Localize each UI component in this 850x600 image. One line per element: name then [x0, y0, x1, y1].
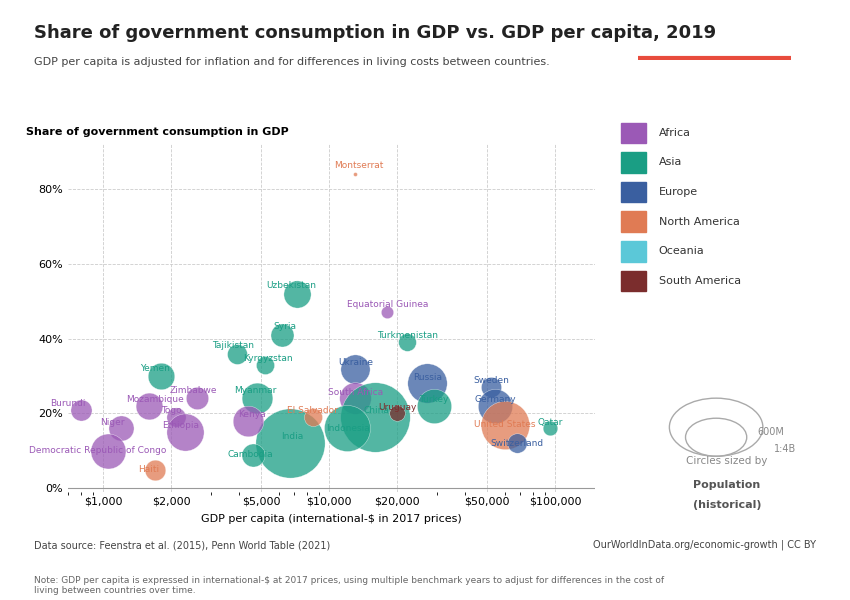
Text: Share of government consumption in GDP vs. GDP per capita, 2019: Share of government consumption in GDP v…: [34, 24, 716, 42]
Text: Africa: Africa: [659, 128, 691, 138]
Text: GDP per capita is adjusted for inflation and for differences in living costs bet: GDP per capita is adjusted for inflation…: [34, 57, 550, 67]
Bar: [620, 211, 646, 232]
Text: Equatorial Guinea: Equatorial Guinea: [348, 299, 429, 308]
Point: [348, 169, 361, 179]
Point: [190, 394, 204, 403]
Point: [306, 412, 320, 422]
Text: Our World: Our World: [684, 24, 744, 34]
Point: [114, 424, 128, 433]
Text: Ukraine: Ukraine: [338, 358, 373, 367]
Bar: [620, 182, 646, 202]
Text: 600M: 600M: [757, 427, 785, 437]
Text: (historical): (historical): [693, 500, 761, 510]
Text: Turkey: Turkey: [418, 395, 448, 404]
Text: Sweden: Sweden: [473, 376, 509, 385]
Bar: [620, 152, 646, 173]
Text: Tajikistan: Tajikistan: [212, 341, 254, 350]
Point: [290, 289, 303, 298]
Point: [230, 349, 243, 358]
Text: Niger: Niger: [100, 418, 125, 427]
Point: [283, 439, 297, 448]
Text: Kenya: Kenya: [238, 410, 265, 419]
Text: Oceania: Oceania: [659, 247, 705, 256]
Text: Germany: Germany: [474, 395, 516, 404]
X-axis label: GDP per capita (international-$ in 2017 prices): GDP per capita (international-$ in 2017 …: [201, 514, 462, 524]
Point: [340, 424, 354, 433]
Text: OurWorldInData.org/economic-growth | CC BY: OurWorldInData.org/economic-growth | CC …: [593, 540, 816, 551]
Text: United States: United States: [474, 420, 536, 429]
Text: India: India: [280, 433, 303, 442]
Text: Yemen: Yemen: [140, 364, 170, 373]
Point: [511, 439, 524, 448]
Text: South Africa: South Africa: [328, 388, 383, 397]
Bar: [620, 122, 646, 143]
Text: Cambodia: Cambodia: [228, 450, 274, 459]
Point: [178, 427, 191, 437]
Text: Data source: Feenstra et al. (2015), Penn World Table (2021): Data source: Feenstra et al. (2015), Pen…: [34, 540, 331, 550]
Text: Europe: Europe: [659, 187, 698, 197]
Text: Togo: Togo: [161, 406, 181, 415]
Point: [154, 371, 167, 381]
Point: [368, 412, 382, 422]
Point: [420, 379, 434, 388]
Text: Qatar: Qatar: [537, 418, 563, 427]
Text: China: China: [363, 406, 389, 415]
Text: in Data: in Data: [693, 43, 735, 53]
Text: Myanmar: Myanmar: [234, 386, 276, 395]
Text: Uruguay: Uruguay: [379, 403, 417, 412]
Text: Note: GDP per capita is expressed in international-$ at 2017 prices, using multi: Note: GDP per capita is expressed in int…: [34, 576, 664, 595]
Text: Burundi: Burundi: [50, 399, 86, 408]
Text: Zimbabwe: Zimbabwe: [169, 386, 217, 395]
Text: Population: Population: [693, 480, 761, 490]
Text: Uzbekistan: Uzbekistan: [266, 281, 316, 290]
Point: [380, 308, 394, 317]
Bar: [620, 271, 646, 291]
Text: Kyrgyzstan: Kyrgyzstan: [243, 354, 292, 363]
Text: Ethiopia: Ethiopia: [162, 421, 199, 430]
Text: 1:4B: 1:4B: [774, 444, 796, 454]
Text: South America: South America: [659, 276, 741, 286]
Text: Turkmenistan: Turkmenistan: [377, 331, 438, 340]
Text: Circles sized by: Circles sized by: [686, 456, 768, 466]
Text: Syria: Syria: [273, 322, 296, 331]
Text: Russia: Russia: [412, 373, 442, 382]
Point: [484, 382, 498, 392]
Point: [498, 420, 512, 430]
Point: [74, 405, 88, 415]
Text: Montserrat: Montserrat: [334, 161, 383, 170]
Text: Haiti: Haiti: [139, 465, 160, 474]
Point: [142, 401, 156, 411]
Text: Asia: Asia: [659, 157, 682, 167]
Point: [250, 394, 264, 403]
Point: [488, 401, 502, 411]
Point: [348, 364, 361, 373]
Point: [258, 360, 272, 370]
Point: [246, 450, 259, 460]
Point: [400, 338, 413, 347]
Point: [390, 409, 404, 418]
Text: Indonesia: Indonesia: [326, 424, 370, 433]
Bar: [620, 241, 646, 262]
Point: [148, 465, 162, 475]
Point: [169, 412, 183, 422]
Point: [348, 394, 361, 403]
Text: Mozambique: Mozambique: [127, 395, 184, 404]
Text: Share of government consumption in GDP: Share of government consumption in GDP: [26, 127, 289, 137]
Text: El Salvador: El Salvador: [286, 406, 337, 415]
Point: [275, 330, 289, 340]
Point: [427, 401, 440, 411]
Point: [543, 424, 557, 433]
Text: North America: North America: [659, 217, 740, 227]
Point: [241, 416, 255, 426]
Text: Democratic Republic of Congo: Democratic Republic of Congo: [29, 446, 167, 455]
Point: [101, 446, 115, 455]
Text: Switzerland: Switzerland: [490, 439, 544, 448]
